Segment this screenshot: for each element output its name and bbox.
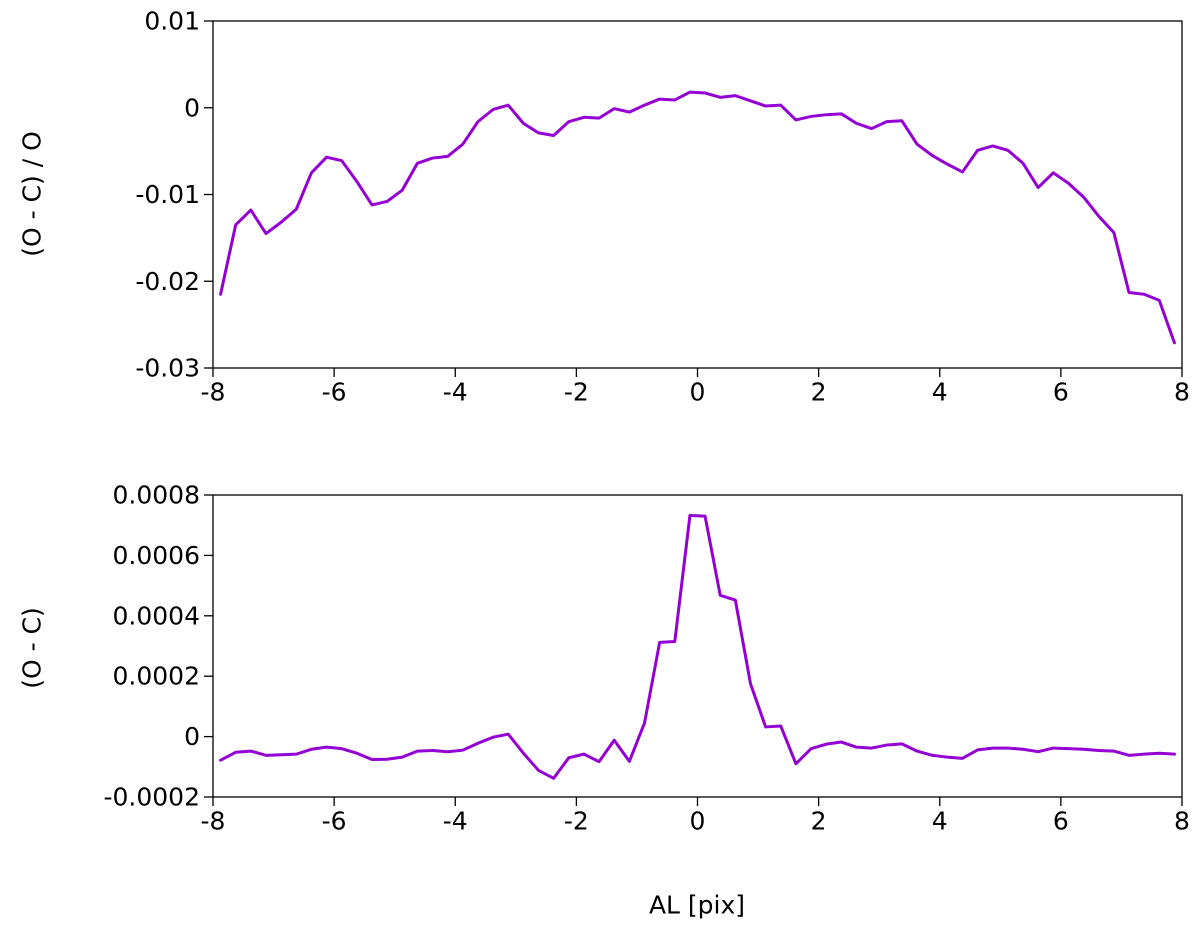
bottom-x-tick-label: 6 [1053,807,1069,836]
top-y-tick-label: -0.03 [135,354,200,383]
bottom-y-tick-label: 0 [184,722,200,751]
top-y-tick-label: 0.01 [144,7,200,36]
bottom-series-line [219,514,1176,780]
top-x-tick-label: -8 [201,378,226,407]
bottom-x-tick-label: -2 [564,807,589,836]
top-y-tick-label: 0 [184,93,200,122]
top-x-tick-label: 8 [1174,378,1190,407]
top-x-tick-label: 2 [811,378,827,407]
bottom-y-tick-label: 0.0008 [113,481,200,510]
top-x-tick-label: -6 [322,378,347,407]
top-plot-frame [212,20,1183,369]
top-y-tick-label: -0.01 [135,180,200,209]
top-panel: (O - C) / O -8 -6 -4 -2 0 2 4 6 8 0.01 0 -0.01 -0.02… [18,7,1190,407]
bottom-y-tick-label: -0.0002 [104,783,201,812]
bottom-x-tick-label: -4 [443,807,468,836]
top-x-tick-label: -2 [564,378,589,407]
bottom-x-tick-label: -6 [322,807,347,836]
bottom-x-tick-label: 0 [690,807,706,836]
bottom-x-tick-label: 2 [811,807,827,836]
bottom-x-tick-label: 4 [932,807,948,836]
bottom-x-tick-label: 8 [1174,807,1190,836]
bottom-panel: (O - C) AL [pix] -8 -6 -4 -2 0 2 4 6 8 0.0008 0.00… [18,481,1190,920]
bottom-y-axis-title: (O - C) [18,607,47,689]
bottom-x-tick-label: -8 [201,807,226,836]
bottom-y-tick-label: 0.0004 [113,601,200,630]
top-x-tick-label: 0 [690,378,706,407]
top-x-tick-label: -4 [443,378,468,407]
bottom-x-axis-title: AL [pix] [649,891,745,920]
bottom-y-tick-label: 0.0002 [113,662,200,691]
top-x-tick-label: 6 [1053,378,1069,407]
top-y-axis-title: (O - C) / O [18,131,47,257]
bottom-y-tick-label: 0.0006 [113,541,200,570]
top-y-tick-label: -0.02 [135,267,200,296]
top-series-line [219,90,1176,345]
top-x-tick-label: 4 [932,378,948,407]
